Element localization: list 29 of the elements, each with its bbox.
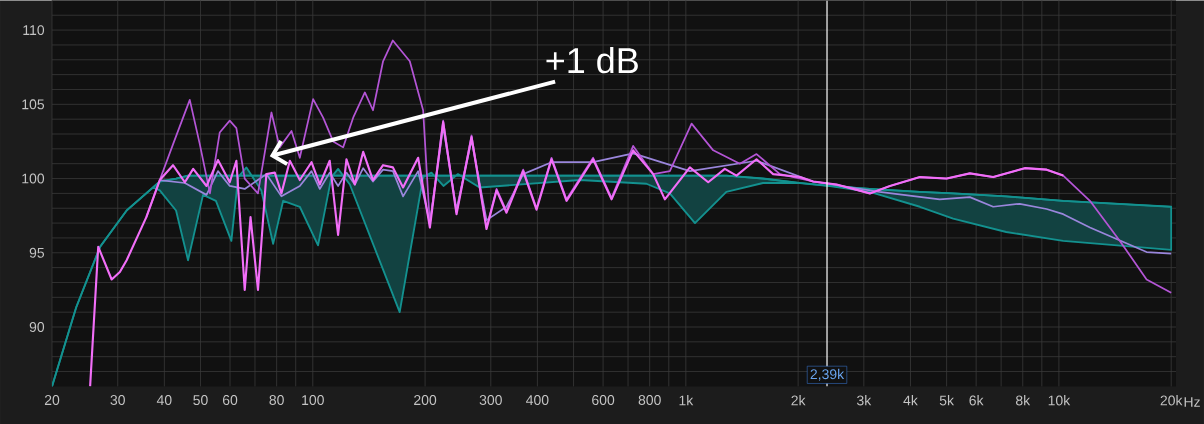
- x-tick-label: 30: [110, 394, 125, 405]
- y-tick-label: 110: [23, 24, 45, 35]
- x-tick-label: 200: [414, 394, 437, 405]
- x-tick-label: 60: [222, 394, 238, 405]
- x-tick-label: 40: [156, 394, 172, 405]
- x-tick-label: 3k: [856, 394, 872, 406]
- x-tick-label: 1k: [679, 394, 694, 406]
- x-tick-label: 6k: [969, 394, 984, 406]
- x-tick-label: 10k: [1048, 394, 1071, 406]
- x-tick-label: 80: [269, 394, 284, 405]
- x-axis-title: Hz: [1184, 396, 1200, 407]
- x-tick-label: 100: [302, 394, 324, 405]
- x-tick-label: 400: [526, 394, 549, 405]
- y-tick-label: 105: [22, 99, 45, 110]
- annotation: +1 dB: [546, 46, 638, 74]
- x-tick-label: 8k: [1015, 394, 1031, 406]
- x-tick-label: 300: [479, 394, 502, 405]
- ref-line-label: 2,39k: [810, 368, 845, 381]
- x-tick-label: 20: [44, 394, 60, 405]
- x-tick-label: 50: [193, 394, 208, 405]
- x-tick-label: 5k: [939, 394, 955, 406]
- x-tick-label: 800: [638, 394, 661, 405]
- x-tick-label: 600: [592, 394, 615, 405]
- x-tick-label: 20k: [1160, 394, 1183, 406]
- y-tick-label: 100: [22, 173, 45, 184]
- x-tick-label: 2k: [791, 394, 806, 406]
- y-tick-label: 90: [29, 321, 45, 332]
- y-tick-label: 95: [29, 247, 45, 258]
- x-tick-label: 4k: [903, 394, 918, 406]
